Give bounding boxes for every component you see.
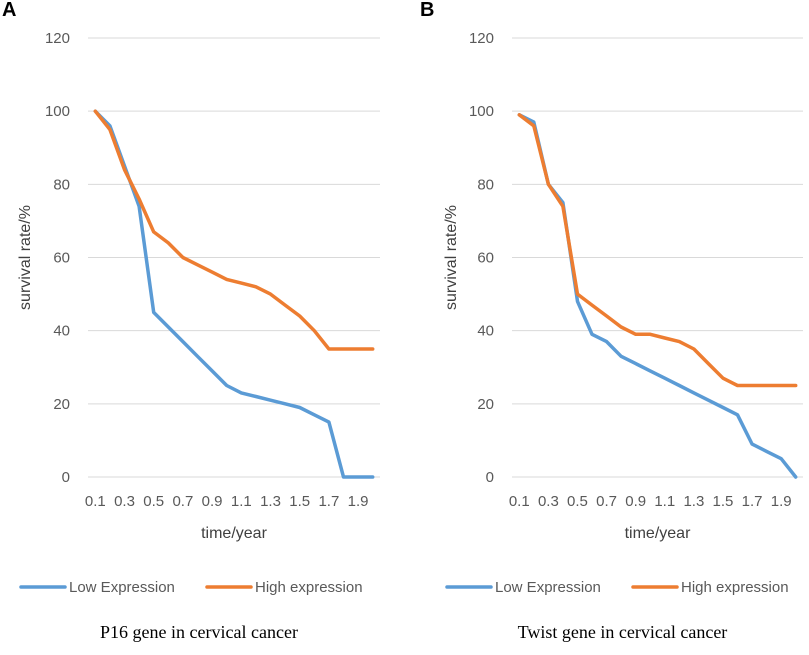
series-line-high-expression [517, 113, 798, 388]
x-tick-label: 1.9 [348, 493, 369, 510]
y-tick-label: 120 [45, 30, 70, 47]
x-axis-title: time/year [201, 525, 267, 542]
y-tick-label: 20 [53, 396, 70, 413]
legend-label-high-expression: High expression [681, 579, 789, 596]
panel-caption: P16 gene in cervical cancer [100, 622, 298, 642]
x-tick-label: 0.9 [202, 493, 223, 510]
y-axis-title: survival rate/% [17, 205, 34, 310]
x-tick-label: 1.9 [771, 493, 792, 510]
x-tick-label: 1.7 [318, 493, 339, 510]
x-tick-label: 0.3 [538, 493, 559, 510]
x-axis-title: time/year [625, 525, 691, 542]
chart-panel-b: B 0 20 40 60 80 100 120 0.1 0.3 0.5 0.7 0.9 1.1 1.3 1.5… [420, 0, 803, 642]
x-tick-label: 0.5 [143, 493, 164, 510]
x-tick-label: 0.7 [596, 493, 617, 510]
series-line-low-expression [93, 109, 375, 479]
x-tick-label: 0.9 [625, 493, 646, 510]
y-tick-label: 80 [53, 176, 70, 193]
y-tick-label: 20 [477, 396, 494, 413]
legend-label-high-expression: High expression [255, 579, 363, 596]
legend-label-low-expression: Low Expression [495, 579, 601, 596]
y-axis-title: survival rate/% [443, 205, 460, 310]
y-tick-label: 80 [477, 176, 494, 193]
x-tick-label: 0.1 [85, 493, 106, 510]
x-tick-label: 0.5 [567, 493, 588, 510]
y-tick-label: 40 [477, 323, 494, 340]
x-tick-label: 0.7 [172, 493, 193, 510]
legend-label-low-expression: Low Expression [69, 579, 175, 596]
panel-label: A [2, 0, 16, 21]
y-tick-label: 60 [53, 250, 70, 267]
x-tick-label: 1.1 [231, 493, 252, 510]
y-tick-label: 120 [469, 30, 494, 47]
y-tick-label: 0 [62, 469, 70, 486]
series-line-low-expression [517, 113, 798, 479]
x-tick-label: 0.3 [114, 493, 135, 510]
x-tick-label: 0.1 [509, 493, 530, 510]
panel-caption: Twist gene in cervical cancer [518, 622, 728, 642]
x-tick-label: 1.1 [654, 493, 675, 510]
x-tick-label: 1.7 [742, 493, 763, 510]
y-tick-label: 60 [477, 250, 494, 267]
y-tick-label: 100 [469, 103, 494, 120]
series-line-high-expression [93, 109, 375, 351]
y-tick-label: 100 [45, 103, 70, 120]
x-tick-label: 1.5 [713, 493, 734, 510]
y-tick-label: 40 [53, 323, 70, 340]
x-tick-label: 1.3 [260, 493, 281, 510]
chart-panel-a: A 0 20 40 60 80 100 120 0.1 0.3 0.5 0.7 0.9 1.1 1.3 1.5… [2, 0, 380, 642]
x-tick-label: 1.5 [289, 493, 310, 510]
panel-label: B [420, 0, 434, 21]
x-tick-label: 1.3 [683, 493, 704, 510]
y-tick-label: 0 [486, 469, 494, 486]
